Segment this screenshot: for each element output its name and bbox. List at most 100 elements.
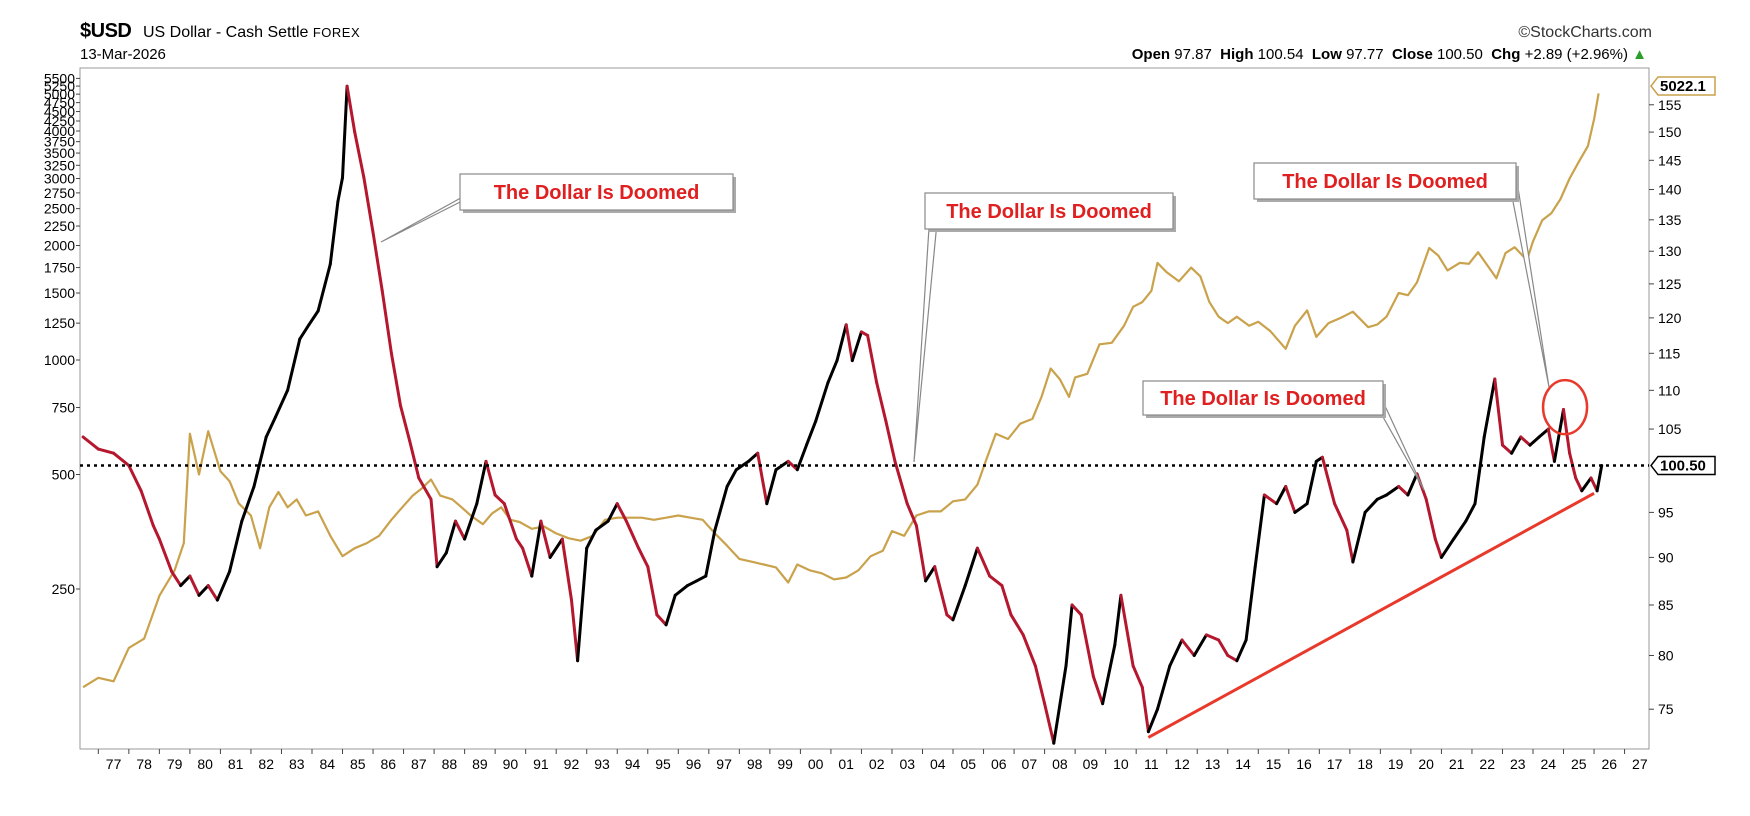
x-tick-label: 92 — [564, 756, 580, 772]
annotation-callout: The Dollar Is Doomed — [913, 192, 1176, 463]
usd-last-badge-shape — [1650, 455, 1716, 476]
usd-segment — [914, 524, 928, 583]
left-tick-label: 5250 — [44, 78, 75, 94]
annotation-callout: The Dollar Is Doomed — [380, 173, 736, 243]
right-tick-label: 80 — [1658, 647, 1674, 663]
usd-segment — [1217, 638, 1230, 657]
left-tick-label: 4250 — [44, 113, 75, 129]
usd-segment — [206, 584, 219, 602]
usd-segment — [1131, 664, 1144, 689]
x-tick-label: 98 — [747, 756, 763, 772]
x-tick-label: 01 — [838, 756, 854, 772]
x-tick-label: 95 — [655, 756, 671, 772]
usd-segment — [139, 489, 155, 528]
usd-segment — [1033, 664, 1047, 706]
right-tick-label: 75 — [1658, 701, 1674, 717]
callout-box — [1142, 380, 1384, 416]
right-tick-label: 120 — [1658, 310, 1682, 326]
x-tick-label: 05 — [960, 756, 976, 772]
usd-segment — [127, 464, 143, 493]
usd-segment — [1168, 638, 1184, 668]
gold-last-badge: 5022.1 — [1650, 76, 1716, 96]
x-tick-label: 15 — [1266, 756, 1282, 772]
usd-segment — [713, 485, 729, 532]
usd-segment — [1464, 502, 1477, 523]
usd-segment — [1493, 377, 1504, 447]
left-tick-label: 5500 — [44, 70, 75, 86]
usd-segment — [1305, 459, 1318, 506]
left-tick-label: 750 — [52, 400, 76, 416]
x-tick-label: 22 — [1479, 756, 1495, 772]
left-tick-label: 1750 — [44, 260, 75, 276]
x-tick-label: 94 — [625, 756, 641, 772]
usd-segment — [835, 323, 848, 363]
usd-segment — [96, 447, 116, 455]
usd-segment — [362, 176, 375, 234]
x-tick-label: 97 — [716, 756, 732, 772]
usd-segment — [814, 381, 830, 423]
x-tick-label: 07 — [1022, 756, 1038, 772]
usd-segment — [399, 404, 412, 443]
usd-segment — [1021, 633, 1037, 668]
callout-box — [1253, 162, 1517, 200]
brand-label: ©StockCharts.com — [1518, 24, 1652, 41]
usd-segment — [1052, 664, 1068, 745]
usd-segment — [380, 289, 393, 355]
up-arrow-icon: ▲ — [1632, 46, 1647, 63]
usd-segment — [1433, 537, 1443, 559]
usd-segment — [826, 359, 839, 385]
x-tick-label: 80 — [197, 756, 213, 772]
usd-segment — [1320, 455, 1337, 506]
left-tick-label: 3750 — [44, 134, 75, 150]
left-tick-label: 1500 — [44, 285, 75, 301]
usd-segment — [637, 546, 650, 569]
usd-segment — [341, 84, 349, 180]
usd-segment — [521, 546, 534, 578]
left-tick-label: 3000 — [44, 171, 75, 187]
chg-label: Chg — [1491, 46, 1521, 63]
usd-segment — [747, 451, 760, 463]
left-tick-label: 2750 — [44, 185, 75, 201]
usd-segment — [307, 309, 320, 327]
usd-segment — [1501, 443, 1514, 455]
chart-date: 13-Mar-2026 — [80, 46, 166, 63]
usd-segment — [1262, 493, 1279, 506]
x-tick-label: 77 — [106, 756, 122, 772]
left-tick-label: 5000 — [44, 86, 75, 102]
usd-segment — [1546, 427, 1556, 463]
x-tick-label: 89 — [472, 756, 488, 772]
open-label: Open — [1131, 46, 1171, 63]
annotation-callout: The Dollar Is Doomed — [1253, 162, 1550, 388]
left-tick-label: 500 — [52, 467, 76, 483]
callout-box — [924, 192, 1174, 230]
trendline-group — [1147, 378, 1595, 739]
right-tick-label: 90 — [1658, 549, 1674, 565]
usd-segment — [389, 351, 402, 408]
usd-segment — [850, 330, 863, 363]
left-tick-label: 2250 — [44, 218, 75, 234]
usd-segment — [1375, 493, 1388, 501]
exchange-label: FOREX — [312, 25, 361, 40]
left-tick-label: 1250 — [44, 315, 75, 331]
x-tick-label: 02 — [869, 756, 885, 772]
usd-segment — [884, 419, 897, 463]
usd-segment — [1385, 485, 1401, 497]
support-trendline — [1147, 492, 1595, 739]
x-tick-label: 27 — [1632, 756, 1648, 772]
usd-segment — [1424, 497, 1437, 541]
usd-segment — [1397, 485, 1410, 497]
right-tick-label: 105 — [1658, 421, 1682, 437]
usd-segment — [417, 476, 433, 501]
left-tick-label: 4000 — [44, 123, 75, 139]
usd-segment — [475, 459, 488, 506]
symbol: $USD — [80, 20, 132, 42]
symbol-description: US Dollar - Cash Settle FOREX — [143, 24, 360, 42]
usd-segment — [963, 546, 979, 588]
usd-segment — [1226, 654, 1239, 663]
callout-box — [459, 173, 734, 211]
usd-segment — [664, 593, 677, 627]
x-tick-label: 99 — [777, 756, 793, 772]
usd-segment — [570, 598, 580, 663]
callout-text: The Dollar Is Doomed — [494, 182, 700, 204]
x-tick-label: 10 — [1113, 756, 1129, 772]
